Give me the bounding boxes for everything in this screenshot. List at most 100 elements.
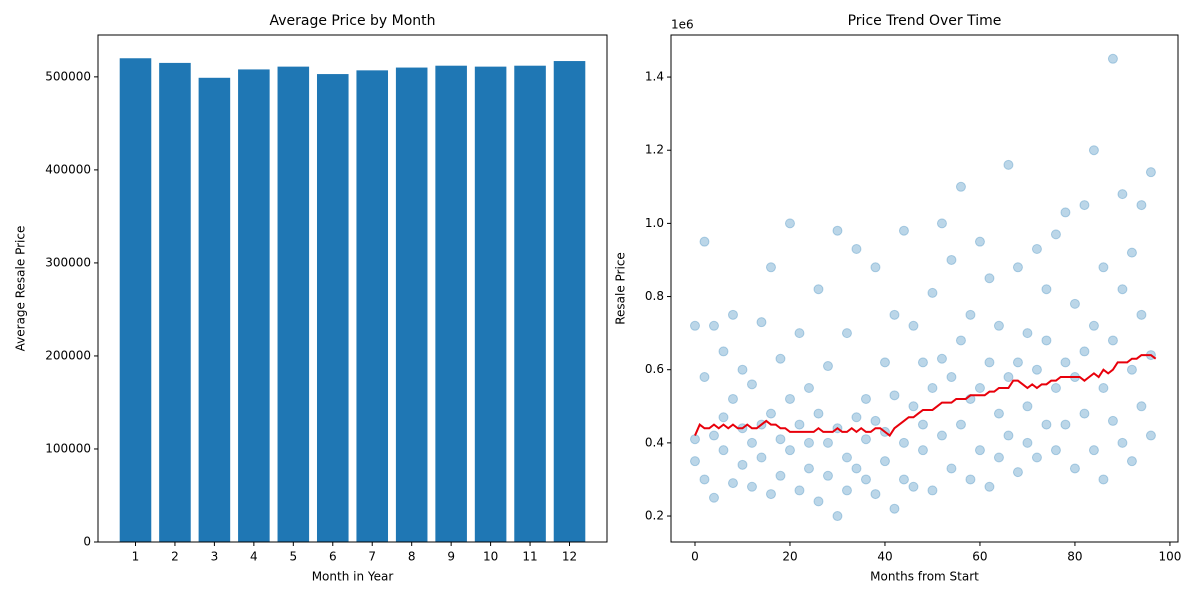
scatter-point [860,393,871,404]
scatter-point [699,236,710,247]
scatter-point [1107,53,1118,64]
scatter-point [832,511,843,522]
y-tick-label: 500000 [45,69,91,83]
scatter-point [746,437,757,448]
y-tick-label: 300000 [45,255,91,269]
scatter-point [879,456,890,467]
scatter-point [803,463,814,474]
scatter-point [974,382,985,393]
bar [356,70,389,542]
y-offset-label: 1e6 [671,18,694,32]
axes-frame [670,34,1179,543]
scatter-point [927,287,938,298]
scatter-point [1145,430,1156,441]
scatter-point [1117,284,1128,295]
y-tick-label: 0.8 [645,289,664,303]
scatter-point [708,430,719,441]
scatter-point [984,481,995,492]
scatter-point [1088,445,1099,456]
scatter-point [689,320,700,331]
x-tick-label: 100 [1158,550,1181,564]
scatter-point [974,236,985,247]
scatter-point [1012,357,1023,368]
scatter-point [737,364,748,375]
scatter-point [955,419,966,430]
scatter-point [870,262,881,273]
scatter-point [1098,474,1109,485]
scatter-point [851,412,862,423]
y-tick-label: 400000 [45,162,91,176]
scatter-point [1012,262,1023,273]
scatter-point [727,478,738,489]
x-tick-label: 4 [250,550,258,564]
scatter-point [775,434,786,445]
scatter-point [718,412,729,423]
scatter-point [898,437,909,448]
scatter-point [1022,401,1033,412]
scatter-point [1041,335,1052,346]
x-tick-label: 80 [1067,550,1082,564]
scatter-point [1088,145,1099,156]
y-tick-label: 0.4 [645,435,664,449]
scatter-point [1136,200,1147,211]
scatter-point [841,328,852,339]
scatter-point [955,181,966,192]
scatter-point [908,481,919,492]
scatter-point [1060,357,1071,368]
x-tick-label: 8 [408,550,416,564]
y-tick-label: 1.0 [645,216,664,230]
scatter-point [993,320,1004,331]
scatter-point [1050,229,1061,240]
scatter-point [1126,364,1137,375]
scatter-point [1060,207,1071,218]
bar [119,58,152,542]
x-tick-label: 60 [972,550,987,564]
y-tick-label: 200000 [45,348,91,362]
scatter-point [794,328,805,339]
scatter-point [1003,430,1014,441]
scatter-point [927,382,938,393]
scatter-point [889,390,900,401]
scatter-point [1069,298,1080,309]
x-tick-label: 9 [447,550,455,564]
scatter-point [936,353,947,364]
scatter-point [984,273,995,284]
x-tick-label: 3 [211,550,219,564]
scatter-point [1117,437,1128,448]
scatter-point [1031,243,1042,254]
scatter-point [803,437,814,448]
scatter-point [870,489,881,500]
bar [277,66,310,542]
y-tick-label: 100000 [45,441,91,455]
x-tick-label: 12 [562,550,577,564]
scatter-point [1126,456,1137,467]
scatter-point [965,309,976,320]
scatter-point [860,474,871,485]
scatter-point [822,361,833,372]
scatter-point [841,485,852,496]
scatter-point [699,372,710,383]
scatter-point [898,474,909,485]
scatter-point [927,485,938,496]
scatter-point [946,372,957,383]
scatter-point [1079,200,1090,211]
scatter-point [1107,335,1118,346]
scatter-point [746,481,757,492]
scatter-point [1031,452,1042,463]
scatter-point [784,445,795,456]
x-axis-label: Months from Start [870,570,979,584]
x-tick-label: 40 [877,550,892,564]
scatter-point [908,320,919,331]
scatter-point [1022,437,1033,448]
scatter-point [765,408,776,419]
scatter-point [1050,382,1061,393]
scatter-point [965,474,976,485]
x-tick-label: 11 [522,550,537,564]
scatter-point [1136,401,1147,412]
bar [553,61,586,543]
scatter-point [794,485,805,496]
scatter-point [756,452,767,463]
scatter-point [689,434,700,445]
scatter-point [813,408,824,419]
